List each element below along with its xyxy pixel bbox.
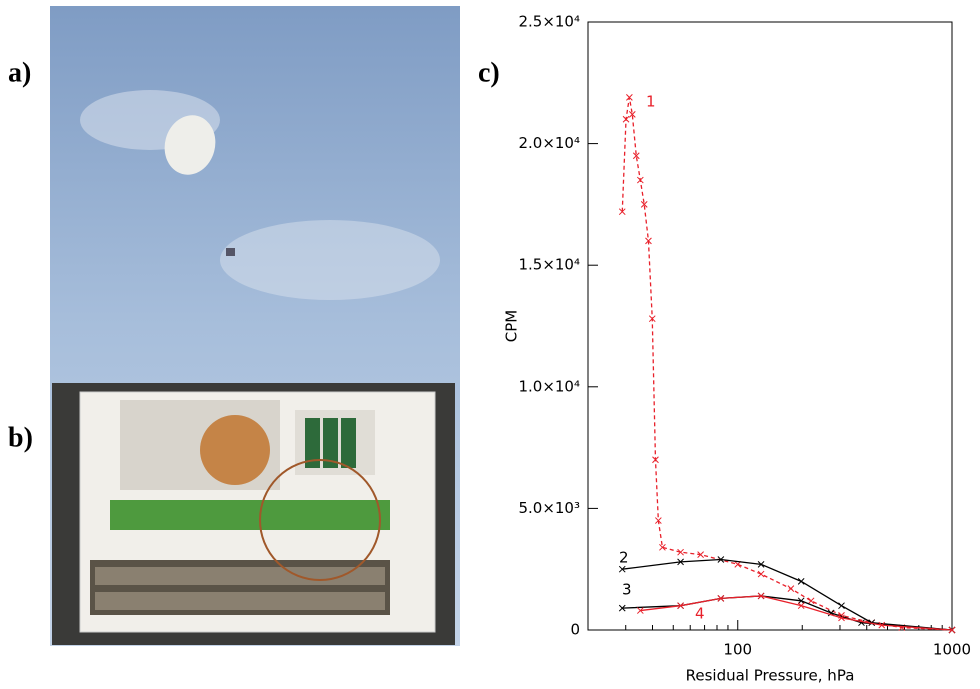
point-marker bbox=[948, 626, 956, 634]
point-marker bbox=[797, 602, 805, 610]
point-marker bbox=[628, 111, 636, 118]
point-marker bbox=[717, 595, 725, 602]
series-line bbox=[622, 558, 953, 631]
point-marker bbox=[622, 115, 630, 123]
point-marker bbox=[618, 208, 626, 216]
point-marker bbox=[618, 565, 626, 573]
y-tick-label: 2.0×10⁴ bbox=[518, 134, 580, 152]
series-label: 2 bbox=[619, 549, 629, 567]
point-marker bbox=[797, 578, 805, 585]
point-marker bbox=[626, 94, 633, 101]
panel-label: a) bbox=[8, 57, 31, 88]
point-marker bbox=[677, 558, 684, 566]
point-marker bbox=[757, 592, 765, 600]
series-label: 1 bbox=[646, 93, 656, 111]
point-marker bbox=[838, 602, 845, 610]
point-marker bbox=[838, 614, 845, 622]
y-tick-label: 5.0×10³ bbox=[518, 499, 580, 517]
panel-label: c) bbox=[478, 57, 500, 88]
x-tick-label: 1000 bbox=[933, 641, 971, 659]
point-marker bbox=[878, 621, 886, 629]
series-line bbox=[621, 97, 953, 631]
point-marker bbox=[618, 604, 626, 612]
point-marker bbox=[757, 560, 765, 568]
y-tick-label: 1.5×10⁴ bbox=[518, 256, 580, 274]
series-label: 3 bbox=[622, 581, 632, 599]
point-marker bbox=[757, 570, 765, 578]
point-marker bbox=[632, 152, 640, 160]
y-axis-label: CPM bbox=[503, 310, 521, 342]
photo-device bbox=[52, 383, 455, 645]
point-marker bbox=[787, 585, 795, 593]
point-marker bbox=[648, 315, 656, 323]
y-tick-label: 0 bbox=[570, 621, 580, 639]
y-tick-label: 2.5×10⁴ bbox=[518, 13, 580, 31]
x-tick-label: 100 bbox=[723, 641, 752, 659]
series-line bbox=[640, 595, 953, 631]
point-marker bbox=[640, 201, 648, 208]
plot-frame bbox=[587, 21, 953, 631]
point-marker bbox=[807, 597, 815, 605]
point-marker bbox=[645, 237, 652, 245]
point-marker bbox=[636, 607, 644, 614]
x-axis-label: Residual Pressure, hPa bbox=[686, 667, 855, 685]
y-tick-label: 1.0×10⁴ bbox=[518, 377, 580, 395]
point-marker bbox=[659, 543, 666, 551]
point-marker bbox=[636, 176, 644, 184]
point-marker bbox=[797, 597, 805, 605]
point-marker bbox=[717, 556, 725, 563]
panel-label: b) bbox=[8, 422, 33, 453]
series-label: 4 bbox=[695, 605, 705, 623]
point-marker bbox=[697, 551, 704, 558]
point-marker bbox=[677, 602, 684, 610]
point-marker bbox=[677, 548, 684, 556]
point-marker bbox=[652, 456, 659, 464]
point-marker bbox=[655, 517, 662, 524]
